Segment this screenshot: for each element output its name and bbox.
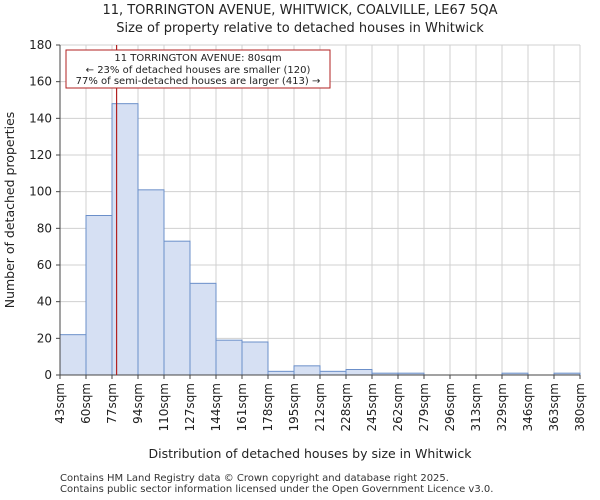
y-tick-label: 80: [37, 221, 52, 235]
x-tick-label: 262sqm: [391, 383, 405, 431]
y-tick-label: 100: [29, 185, 52, 199]
bar-228sqm: [345, 369, 373, 376]
x-tick-label: 329sqm: [495, 383, 509, 431]
annotation-line-2: ← 23% of detached houses are smaller (12…: [86, 65, 311, 76]
bar-212sqm: [319, 370, 347, 376]
y-tick-label: 40: [37, 295, 52, 309]
x-tick-label: 279sqm: [417, 383, 431, 431]
bars: [59, 103, 581, 376]
bar-60sqm: [85, 215, 113, 376]
x-axis-label: Distribution of detached houses by size …: [148, 446, 472, 461]
x-tick-label: 110sqm: [157, 383, 171, 431]
bar-110sqm: [163, 240, 191, 376]
x-tick-label: 43sqm: [53, 383, 67, 424]
y-tick-label: 180: [29, 38, 52, 52]
bar-178sqm: [267, 370, 295, 376]
annotation-line-3: 77% of semi-detached houses are larger (…: [76, 76, 321, 87]
x-tick-label: 94sqm: [131, 383, 145, 424]
annotation-line-1: 11 TORRINGTON AVENUE: 80sqm: [114, 53, 281, 64]
x-tick-label: 77sqm: [105, 383, 119, 424]
y-tick-label: 60: [37, 258, 52, 272]
x-ticks: 43sqm 60sqm 77sqm 94sqm 110sqm 127sqm 144sqm 16…: [53, 375, 587, 431]
y-ticks: 0 20 40 60 80 100 120 140 160 180: [29, 38, 60, 382]
y-tick-label: 20: [37, 331, 52, 345]
x-tick-label: 178sqm: [261, 383, 275, 431]
x-tick-label: 228sqm: [339, 383, 353, 431]
bar-195sqm: [293, 365, 321, 376]
chart-title-line-1: 11, TORRINGTON AVENUE, WHITWICK, COALVIL…: [102, 3, 497, 18]
x-tick-label: 313sqm: [469, 383, 483, 431]
chart-title-line-2: Size of property relative to detached ho…: [116, 21, 484, 36]
bar-161sqm: [241, 341, 269, 376]
x-tick-label: 363sqm: [547, 383, 561, 431]
bar-77sqm: [111, 103, 139, 376]
y-tick-label: 0: [44, 368, 52, 382]
annotation-box: 11 TORRINGTON AVENUE: 80sqm ← 23% of det…: [65, 49, 331, 89]
bar-94sqm: [137, 189, 165, 376]
y-tick-label: 120: [29, 148, 52, 162]
y-axis-label: Number of detached properties: [2, 112, 17, 309]
x-tick-label: 346sqm: [521, 383, 535, 431]
x-tick-label: 161sqm: [235, 383, 249, 431]
x-tick-label: 195sqm: [287, 383, 301, 431]
x-tick-label: 127sqm: [183, 383, 197, 431]
x-tick-label: 296sqm: [443, 383, 457, 431]
annotation-box-frame: [65, 49, 331, 89]
footer-line-1: Contains HM Land Registry data © Crown c…: [60, 473, 449, 484]
bar-144sqm: [215, 339, 243, 376]
y-tick-label: 140: [29, 111, 52, 125]
bar-43sqm: [59, 334, 87, 376]
x-tick-label: 212sqm: [313, 383, 327, 431]
x-tick-label: 60sqm: [79, 383, 93, 424]
y-tick-label: 160: [29, 75, 52, 89]
x-tick-label: 144sqm: [209, 383, 223, 431]
footer-line-2: Contains public sector information licen…: [60, 484, 494, 495]
bar-127sqm: [189, 282, 217, 376]
x-tick-label: 245sqm: [365, 383, 379, 431]
x-tick-label: 380sqm: [573, 383, 587, 431]
